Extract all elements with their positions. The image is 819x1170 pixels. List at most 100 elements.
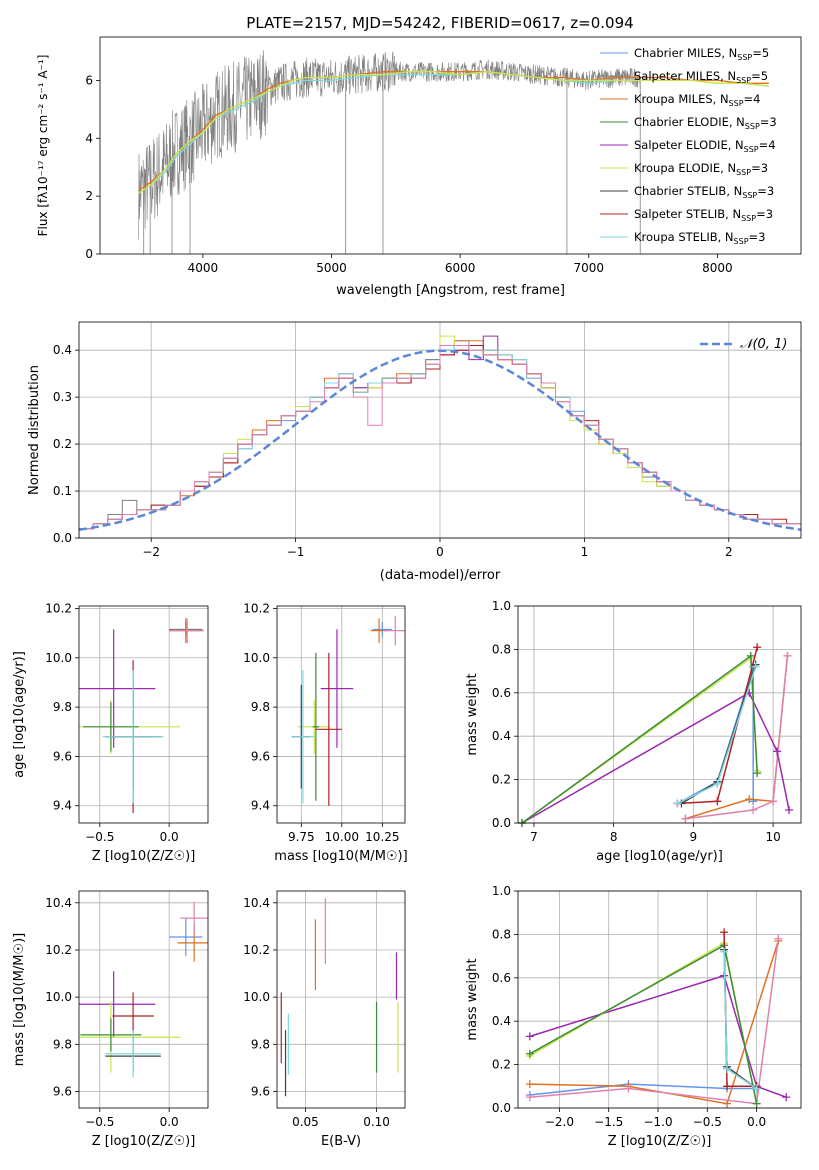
weight-marker [713,797,722,806]
y-tick-label: 9.6 [251,749,270,763]
legend-label: Kroupa ELODIE, NSSP=3 [634,161,768,177]
y-tick-label: 9.8 [53,700,72,714]
weight-line [677,666,754,805]
legend-label-sub: SSP [736,168,751,177]
y-tick-label: 10.0 [45,990,72,1004]
age-vs-metallicity-panel: −0.5 0.0 9.4 9.6 9.8 10.0 10.2 Z [log10(Z/Z☉)] a… [12,601,209,864]
weight-line [681,664,757,805]
y-tick-label: 10.2 [243,943,270,957]
x-axis-label: (data-model)/error [380,568,501,583]
y-tick-label: 9.8 [251,1037,270,1051]
y-tick-label: 0.8 [492,642,511,656]
weight-line [685,655,789,820]
weight-marker [773,747,782,756]
y-tick-label: 10.4 [45,896,72,910]
axes-frame [78,605,209,824]
legend-label-suffix: =4 [744,92,761,106]
y-tick-label: 0.0 [53,531,72,545]
legend-label-main: Kroupa STELIB, N [634,230,734,244]
legend-label-sub: SSP [741,214,756,223]
legend-label-main: Salpeter ELODIE, N [634,138,744,152]
y-tick-label: 0.6 [492,971,511,985]
x-tick-label: 0 [436,545,444,559]
weight-marker [749,805,758,814]
legend-label-main: Chabrier ELODIE, N [634,115,745,129]
mass-vs-ebv-panel: 0.05 0.10 9.6 9.8 10.0 10.2 10.4 E(B-V) [243,890,406,1149]
x-tick-label: −1 [287,545,305,559]
weight-line [529,940,780,1105]
weight-line [529,938,780,1105]
weight-marker [752,1084,761,1093]
histogram-step [79,345,801,538]
weight-line [685,655,789,820]
y-tick-label: 0.2 [492,1058,511,1072]
x-tick-label: 2 [725,545,733,559]
y-tick-label: 1.0 [492,599,511,613]
y-tick-label: 10.2 [45,943,72,957]
legend-label: 𝒩(0, 1) [740,337,787,352]
y-tick-label: 9.6 [251,1084,270,1098]
y-tick-label: 9.8 [251,700,270,714]
x-tick-label: 9 [690,830,698,844]
y-tick-label: 0.4 [492,729,511,743]
weight-marker [774,934,783,943]
axes-frame [78,890,209,1109]
y-axis-label: Normed distribution [27,365,42,495]
x-tick-label: 5000 [316,261,347,275]
y-axis-label: Flux [fλ10⁻¹⁷ erg cm⁻² s⁻¹ A⁻¹] [36,55,50,237]
weight-marker [752,1099,761,1108]
weight-line [529,941,758,1104]
legend-label-sub: SSP [737,53,752,62]
x-axis-label: wavelength [Angstrom, rest frame] [336,283,565,298]
weight-line [521,691,790,823]
residuals-panel: −2 −1 0 1 2 0.0 0.1 0.2 0.3 0.4 (data-model)/error… [27,321,802,583]
axes-frame [276,890,406,1109]
weight-marker [745,795,754,804]
y-tick-label: 9.4 [251,799,270,813]
model-fit-line [138,71,769,194]
legend-label-suffix: =3 [757,184,774,198]
y-tick-label: 0.1 [53,484,72,498]
weight-line [521,654,758,823]
y-axis-label: age [log10(age/yr)] [12,651,27,778]
y-tick-label: 0.3 [53,390,72,404]
weight-marker [783,651,792,660]
y-tick-label: 10.0 [45,651,72,665]
legend-label: Kroupa MILES, NSSP=4 [634,92,760,108]
y-tick-label: 0.6 [492,686,511,700]
x-tick-label: −0.5 [693,1115,722,1129]
legend-label-sub: SSP [742,191,757,200]
y-tick-label: 0.4 [53,343,72,357]
legend-label: Salpeter STELIB, NSSP=3 [634,207,773,223]
legend-label-sub: SSP [736,76,751,85]
weight-marker [720,947,729,956]
weight-line [529,1083,757,1096]
y-tick-label: 10.0 [243,651,270,665]
spectrum-panel: 4000 5000 6000 7000 8000 0 2 4 6 wavelength [Angs… [36,36,802,298]
weight-marker [525,1093,534,1102]
axes-frame [99,36,802,255]
legend-label: Chabrier STELIB, NSSP=3 [634,184,774,200]
y-tick-label: 0.0 [492,1101,511,1115]
x-tick-label: 8000 [702,261,733,275]
x-tick-label: −0.5 [85,830,114,844]
x-tick-label: 0.0 [160,830,179,844]
axes-frame [517,890,802,1109]
x-tick-label: 6000 [445,261,476,275]
weight-marker [746,651,755,660]
weight-marker [751,662,760,671]
x-tick-label: 7 [530,830,538,844]
legend-label-sub: SSP [734,237,749,246]
x-tick-label: −1.5 [594,1115,623,1129]
weight-marker [723,1082,732,1091]
legend-label-suffix: =3 [749,230,766,244]
x-tick-label: 4000 [188,261,219,275]
weight-marker [673,799,682,808]
legend-label: Salpeter ELODIE, NSSP=4 [634,138,776,154]
legend-label-main: Kroupa MILES, N [634,92,729,106]
x-axis-label: E(B-V) [321,1134,361,1149]
legend-label-sub: SSP [744,145,759,154]
legend-label-main: Chabrier STELIB, N [634,184,742,198]
y-tick-label: 0 [85,247,93,261]
